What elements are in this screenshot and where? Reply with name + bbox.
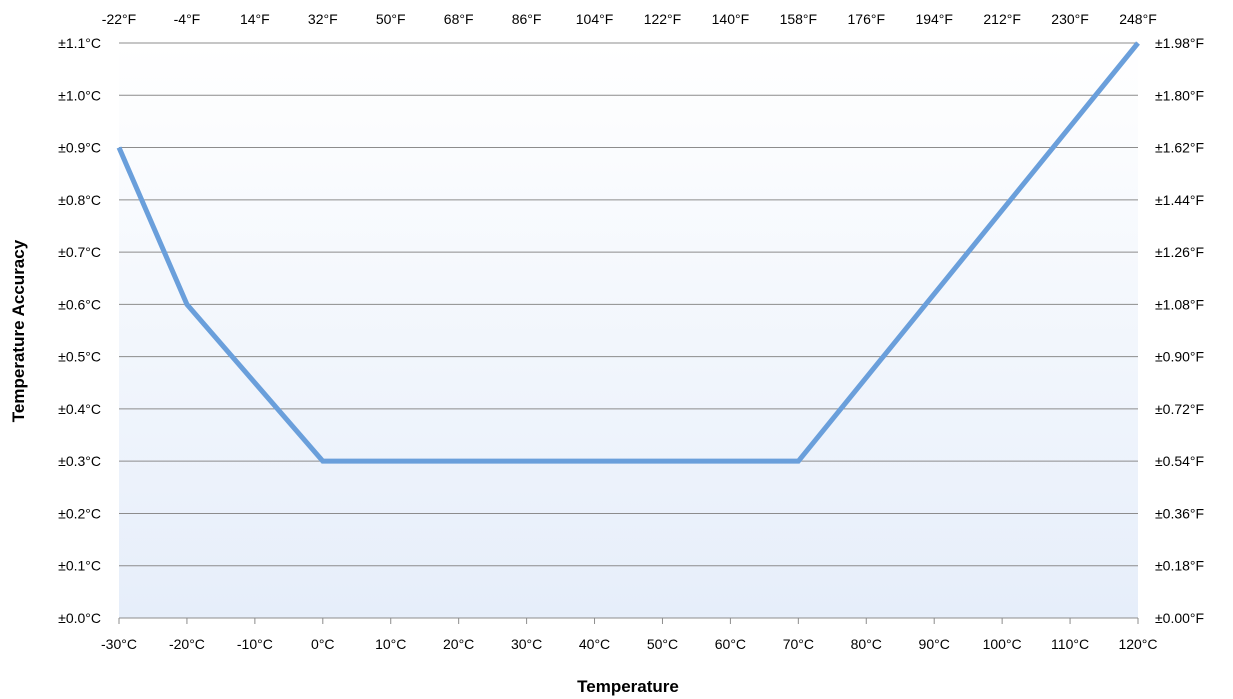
x-tick-label-top: 14°F <box>240 11 270 27</box>
x-tick-label-bottom: -10°C <box>237 636 273 652</box>
x-tick-label-bottom: 10°C <box>375 636 406 652</box>
x-tick-label-bottom: 70°C <box>783 636 814 652</box>
y-tick-label-left: ±0.9°C <box>58 140 101 156</box>
x-tick-label-top: 32°F <box>308 11 338 27</box>
y-tick-label-left: ±1.1°C <box>58 35 101 51</box>
y-axis-left-ticks: ±0.0°C ±0.1°C ±0.2°C ±0.3°C ±0.4°C ±0.5°C ±0.6… <box>58 35 101 626</box>
x-tick-label-top: 104°F <box>576 11 614 27</box>
y-axis-right-ticks: ±0.00°F ±0.18°F ±0.36°F ±0.54°F ±0.72°F ±0.90… <box>1155 35 1204 626</box>
x-tick-label-top: 50°F <box>376 11 406 27</box>
y-tick-label-left: ±0.8°C <box>58 192 101 208</box>
x-tick-label-bottom: 80°C <box>851 636 882 652</box>
x-tick-label-bottom: 20°C <box>443 636 474 652</box>
x-tick-label-top: 122°F <box>644 11 682 27</box>
y-tick-label-right: ±0.72°F <box>1155 401 1204 417</box>
x-tick-label-top: -4°F <box>174 11 201 27</box>
x-tick-label-bottom: 60°C <box>715 636 746 652</box>
x-tick-label-bottom: 120°C <box>1118 636 1157 652</box>
y-tick-label-right: ±0.54°F <box>1155 453 1204 469</box>
y-tick-label-left: ±0.3°C <box>58 453 101 469</box>
y-tick-label-left: ±0.1°C <box>58 558 101 574</box>
y-tick-label-left: ±0.7°C <box>58 244 101 260</box>
y-tick-label-left: ±1.0°C <box>58 87 101 103</box>
x-axis-top-ticks: -22°F -4°F 14°F 32°F 50°F 68°F 86°F 104°F 122°F 1… <box>102 11 1157 27</box>
x-tick-label-top: 140°F <box>712 11 750 27</box>
y-tick-label-right: ±0.00°F <box>1155 610 1204 626</box>
x-tick-label-bottom: 0°C <box>311 636 335 652</box>
y-tick-label-right: ±1.08°F <box>1155 296 1204 312</box>
x-tick-label-top: 176°F <box>848 11 886 27</box>
x-tick-label-bottom: 40°C <box>579 636 610 652</box>
x-tick-label-bottom: 50°C <box>647 636 678 652</box>
x-tick-label-top: 158°F <box>780 11 818 27</box>
x-tick-label-bottom: 90°C <box>919 636 950 652</box>
series-group <box>116 41 1140 464</box>
y-tick-label-right: ±1.98°F <box>1155 35 1204 51</box>
y-tick-label-right: ±1.62°F <box>1155 140 1204 156</box>
x-tick-label-top: 248°F <box>1119 11 1157 27</box>
x-tick-label-bottom: -20°C <box>169 636 205 652</box>
x-tick-label-top: -22°F <box>102 11 136 27</box>
x-tick-label-top: 230°F <box>1051 11 1089 27</box>
plot-area <box>119 43 1138 618</box>
gridlines <box>119 42 1138 619</box>
y-tick-label-right: ±0.36°F <box>1155 505 1204 521</box>
x-tick-label-top: 194°F <box>915 11 953 27</box>
y-tick-label-right: ±1.44°F <box>1155 192 1204 208</box>
y-axis-title: Temperature Accuracy <box>9 239 28 422</box>
x-tick-label-bottom: 110°C <box>1051 636 1089 652</box>
y-tick-label-left: ±0.2°C <box>58 505 101 521</box>
y-tick-label-right: ±1.26°F <box>1155 244 1204 260</box>
x-tick-label-top: 212°F <box>983 11 1021 27</box>
x-tick-label-top: 86°F <box>512 11 542 27</box>
y-tick-label-right: ±1.80°F <box>1155 87 1204 103</box>
y-tick-label-left: ±0.0°C <box>58 610 101 626</box>
x-tick-label-bottom: -30°C <box>101 636 137 652</box>
x-tick-label-bottom: 100°C <box>983 636 1022 652</box>
y-tick-label-left: ±0.4°C <box>58 401 101 417</box>
x-axis-bottom-ticks: -30°C -20°C -10°C 0°C 10°C 20°C 30°C 40°C 50°C 60… <box>101 618 1158 652</box>
y-tick-label-left: ±0.5°C <box>58 349 101 365</box>
x-axis-title: Temperature <box>577 677 679 696</box>
y-tick-label-left: ±0.6°C <box>58 296 101 312</box>
y-tick-label-right: ±0.18°F <box>1155 558 1204 574</box>
x-tick-label-bottom: 30°C <box>511 636 542 652</box>
y-tick-label-right: ±0.90°F <box>1155 349 1204 365</box>
x-tick-label-top: 68°F <box>444 11 474 27</box>
